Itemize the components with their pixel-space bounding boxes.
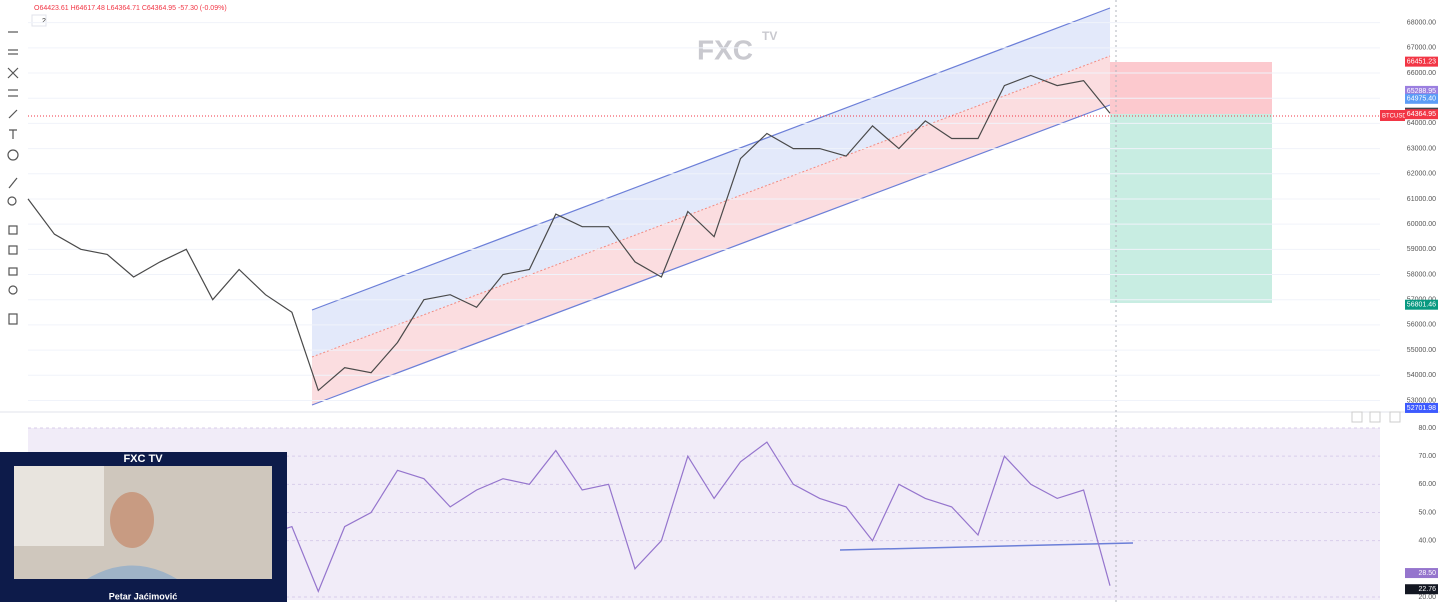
target-zone [1110,114,1272,303]
y-tick-label: 55000.00 [1407,347,1436,354]
ohlc-legend: O64423.61 H64617.48 L64364.71 C64364.95 … [34,5,227,12]
y-tick-label: 68000.00 [1407,19,1436,26]
price-label: 64364.95 [1407,111,1436,118]
y-tick-label: 80.00 [1418,425,1436,432]
price-label: 28.50 [1418,570,1436,577]
symbol: BTCUSD [1382,114,1407,120]
presenter-name: Petar Jaćimović [109,591,178,601]
price-label-box [1405,109,1438,120]
price-label-box [1405,402,1438,413]
interval-badge[interactable] [31,14,47,27]
channel-lower-fill [312,56,1110,405]
window [14,466,104,546]
y-tick-label: 61000.00 [1407,196,1436,203]
y-tick-label: 66000.00 [1407,70,1436,77]
y-tick-label: 67000.00 [1407,45,1436,52]
price-label-box [1405,584,1438,595]
price-label: 56801.46 [1407,302,1436,309]
watermark-sub: TV [762,29,777,43]
y-tick-label: 70.00 [1418,453,1436,460]
price-label-box [1405,93,1438,104]
button[interactable] [1389,411,1401,423]
price-label-box [1405,299,1438,310]
price-label: 65288.95 [1407,88,1436,95]
channel-top [311,7,1111,311]
price-label-box [1405,56,1438,67]
y-tick-label: 50.00 [1418,509,1436,516]
y-tick-label: 54000.00 [1407,372,1436,379]
face [110,492,154,548]
y-tick-label: 60000.00 [1407,221,1436,228]
webcam: FXC TV Petar Jaćimović [0,452,287,602]
name-bar [14,579,272,591]
button[interactable] [1369,411,1381,423]
y-tick-label: 59000.00 [1407,246,1436,253]
toolbar [7,31,19,325]
price-label-box [1405,85,1438,96]
y-tick-label: 58000.00 [1407,271,1436,278]
price-label-box [1405,568,1438,579]
y-tick-label: 56000.00 [1407,322,1436,329]
price-label: 64975.40 [1407,96,1436,103]
rsi-trendline [839,542,1134,551]
y-tick-label: 63000.00 [1407,145,1436,152]
webcam-title: FXC TV [123,453,163,465]
series-line [27,74,1111,392]
y-tick-label: 62000.00 [1407,171,1436,178]
y-tick-label: 53000.00 [1407,397,1436,404]
price-label: 22.76 [1418,586,1436,593]
y-tick-label: 20.00 [1418,594,1436,601]
stop-zone [1110,62,1272,114]
pane-buttons [1351,411,1401,423]
button[interactable] [1351,411,1363,423]
watermark: FXC [697,34,753,65]
interval[interactable]: 2 [42,18,46,25]
y-tick-label: 40.00 [1418,538,1436,545]
channel-upper-fill [312,8,1110,357]
y-tick-label: 60.00 [1418,481,1436,488]
price-label: 66451.23 [1407,58,1436,65]
channel-bottom [311,104,1111,406]
y-tick-label: 64000.00 [1407,120,1436,127]
price-label: 52701.98 [1407,405,1436,412]
symbol-tag [1380,110,1405,121]
